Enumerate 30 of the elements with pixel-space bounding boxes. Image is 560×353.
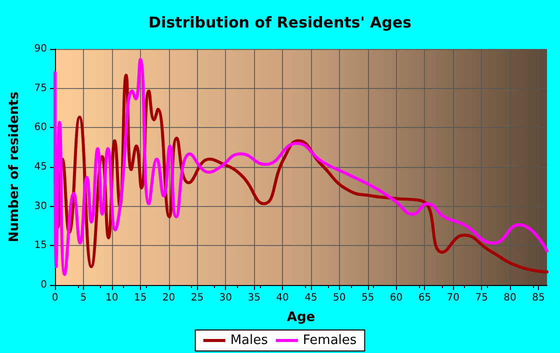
y-tick-label: 60 (34, 122, 47, 134)
y-axis-title: Number of residents (7, 91, 22, 242)
x-tick-label: 15 (134, 292, 147, 304)
x-tick-label: 80 (504, 292, 516, 304)
x-tick-label: 30 (219, 292, 232, 304)
x-tick-label: 20 (162, 292, 176, 304)
x-tick-label: 5 (80, 292, 87, 304)
y-tick-label: 90 (34, 44, 47, 54)
x-tick-label: 85 (532, 292, 545, 304)
x-tick-label: 25 (190, 292, 204, 304)
y-tick-label: 45 (34, 162, 47, 172)
chart-title: Distribution of Residents' Ages (148, 14, 412, 32)
legend-label: Females (302, 333, 357, 348)
x-tick-label: 60 (390, 292, 403, 304)
x-tick-label: 75 (475, 292, 488, 304)
x-tick-label: 55 (361, 292, 374, 304)
x-axis-title: Age (286, 310, 316, 325)
x-tick-label: 10 (106, 292, 118, 304)
y-tick-label: 0 (40, 280, 47, 290)
x-tick-label: 65 (418, 292, 432, 304)
x-tick-label: 50 (333, 292, 346, 304)
legend-label: Males (230, 333, 268, 348)
y-tick-label: 75 (34, 82, 47, 94)
y-tick-label: 15 (34, 240, 47, 252)
x-tick-label: 35 (248, 292, 260, 304)
x-tick-label: 70 (446, 292, 460, 304)
x-tick-label: 0 (52, 292, 58, 304)
y-tick-label: 30 (34, 200, 47, 212)
x-tick-label: 40 (276, 292, 289, 304)
x-tick-label: 45 (304, 292, 318, 304)
